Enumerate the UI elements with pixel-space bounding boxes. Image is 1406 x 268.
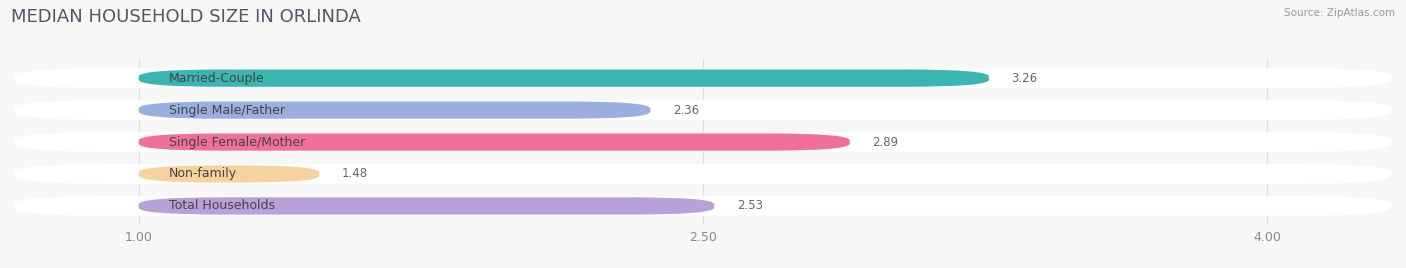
FancyBboxPatch shape [139,165,319,183]
FancyBboxPatch shape [14,132,1392,152]
Text: 1.48: 1.48 [342,168,368,180]
Text: Source: ZipAtlas.com: Source: ZipAtlas.com [1284,8,1395,18]
Text: 2.36: 2.36 [673,104,699,117]
Text: MEDIAN HOUSEHOLD SIZE IN ORLINDA: MEDIAN HOUSEHOLD SIZE IN ORLINDA [11,8,361,26]
Text: 2.53: 2.53 [737,199,763,213]
Text: 3.26: 3.26 [1011,72,1038,85]
FancyBboxPatch shape [139,102,651,119]
FancyBboxPatch shape [14,164,1392,184]
Text: Non-family: Non-family [169,168,238,180]
Text: 2.89: 2.89 [872,136,898,148]
FancyBboxPatch shape [139,69,988,87]
Text: Married-Couple: Married-Couple [169,72,264,85]
FancyBboxPatch shape [139,133,849,151]
FancyBboxPatch shape [14,68,1392,88]
Text: Total Households: Total Households [169,199,274,213]
FancyBboxPatch shape [14,100,1392,120]
FancyBboxPatch shape [14,196,1392,216]
Text: Single Female/Mother: Single Female/Mother [169,136,305,148]
Text: Single Male/Father: Single Male/Father [169,104,285,117]
FancyBboxPatch shape [139,197,714,215]
